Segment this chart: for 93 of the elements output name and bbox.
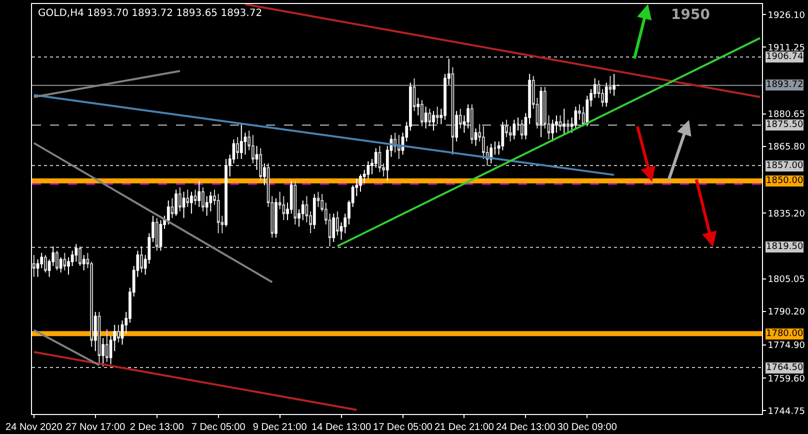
y-tick-label: 1865.80	[768, 142, 806, 152]
x-tick-label: 24 Dec 13:00	[496, 422, 556, 433]
x-tick-label: 17 Dec 05:00	[373, 422, 433, 433]
x-tick-label: 7 Dec 05:00	[191, 422, 246, 433]
candlestick	[336, 210, 339, 236]
candlestick	[612, 73, 616, 96]
candlestick	[512, 119, 516, 140]
candlestick	[186, 189, 190, 208]
candlestick	[274, 198, 278, 238]
candlestick	[412, 78, 416, 112]
candlestick	[205, 196, 208, 216]
candlestick	[216, 193, 220, 234]
candlestick	[202, 186, 204, 212]
candlestick	[466, 104, 470, 129]
candlestick	[236, 136, 239, 160]
candlestick	[574, 106, 578, 129]
candlestick	[608, 76, 612, 94]
candlestick	[44, 254, 47, 274]
candlestick	[436, 106, 439, 125]
candlestick	[432, 110, 435, 132]
candlestick	[224, 158, 228, 228]
candlestick	[282, 196, 286, 221]
ref-line-label: 1906.74	[766, 52, 804, 62]
y-tick-label: 1926.10	[768, 10, 806, 21]
candlestick	[166, 200, 170, 225]
candlestick	[98, 311, 101, 365]
y-tick-label: 1880.65	[768, 110, 806, 120]
candlestick	[56, 250, 58, 271]
candlestick	[359, 174, 362, 192]
candlestick	[474, 128, 478, 146]
candlestick	[501, 121, 504, 151]
candlestick	[82, 254, 86, 271]
candlestick	[551, 119, 554, 142]
candlestick	[194, 189, 197, 206]
candlestick	[316, 191, 320, 208]
y-tick-label: 1911.25	[768, 43, 806, 54]
candlestick	[562, 108, 566, 136]
candlestick	[117, 324, 120, 343]
candlestick	[102, 338, 105, 367]
candlestick	[458, 108, 462, 129]
candlestick	[397, 134, 400, 160]
candlestick	[74, 244, 78, 262]
candlestick	[251, 134, 254, 164]
x-tick-label: 30 Dec 09:00	[557, 422, 618, 433]
ref-line-label: 1875.50	[766, 120, 804, 130]
candlestick	[105, 328, 108, 363]
ref-line-label: 1764.50	[766, 363, 804, 373]
candlestick	[332, 213, 336, 242]
ref-line-label: 1850.00	[766, 176, 804, 186]
y-tick-label: 1790.20	[768, 308, 806, 318]
candlestick	[424, 106, 428, 129]
candlestick	[63, 252, 66, 271]
candlestick	[566, 119, 570, 134]
candlestick	[94, 311, 97, 352]
x-tick-label: 21 Dec 21:00	[434, 422, 494, 433]
candlestick	[420, 100, 424, 127]
x-tick-label: 14 Dec 13:00	[312, 422, 372, 433]
y-tick-label: 1744.75	[768, 406, 806, 417]
candlestick	[240, 124, 243, 160]
ref-line-label: 1819.50	[766, 242, 804, 252]
candlestick	[312, 193, 316, 230]
ref-line-label: 1857.00	[766, 161, 804, 171]
y-tick-label: 1835.20	[768, 209, 806, 220]
candlestick	[294, 180, 297, 225]
x-tick-label: 27 Nov 17:00	[66, 422, 126, 433]
x-tick-label: 2 Dec 13:00	[130, 422, 184, 433]
candlestick	[263, 162, 266, 186]
ref-line-label: 1780.00	[766, 329, 804, 339]
candlestick	[366, 160, 370, 180]
candlestick	[455, 110, 458, 142]
y-tick-label: 1805.05	[768, 275, 806, 286]
candlestick	[182, 191, 186, 218]
ref-line-label: 1893.72	[766, 80, 804, 90]
candlestick	[59, 256, 62, 274]
candlestick	[174, 189, 178, 216]
x-tick-label: 24 Nov 2020	[6, 422, 63, 433]
candlestick	[178, 186, 182, 212]
candlestick	[198, 180, 201, 208]
candlestick	[209, 191, 212, 212]
candlestick	[190, 191, 193, 214]
chart-title: GOLD,H4 1893.70 1893.72 1893.65 1893.72	[38, 8, 262, 19]
candlestick	[170, 198, 174, 218]
y-tick-label: 1774.90	[768, 340, 806, 351]
candlestick	[32, 254, 36, 278]
candlestick	[604, 82, 608, 108]
y-tick-label: 1759.60	[768, 374, 806, 384]
candlestick	[255, 145, 258, 170]
candlestick	[540, 86, 543, 138]
candlestick	[159, 220, 162, 252]
candlestick	[416, 97, 420, 116]
x-tick-label: 9 Dec 21:00	[252, 422, 308, 433]
candlestick	[582, 106, 585, 127]
annotation: 1950	[671, 7, 710, 23]
